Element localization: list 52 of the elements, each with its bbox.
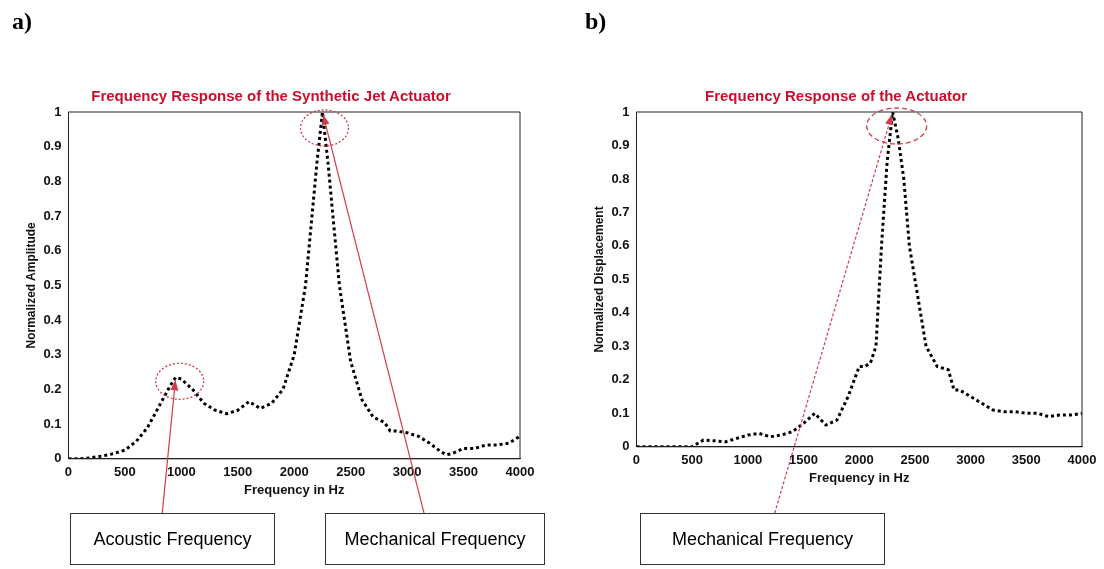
x-tick-label: 3500 [1011, 452, 1041, 468]
x-tick-label: 1000 [733, 452, 763, 468]
line-series [68, 112, 520, 459]
x-tick-label: 2500 [900, 452, 930, 468]
x-tick-label: 4000 [1067, 452, 1097, 468]
y-tick-label: 0.7 [43, 207, 62, 223]
y-tick-label: 1 [54, 103, 62, 119]
x-tick-label: 2000 [844, 452, 874, 468]
y-tick-label: 0.5 [611, 270, 630, 286]
y-axis-title: Normalized Amplitude [23, 221, 38, 349]
y-tick-label: 0.3 [43, 346, 62, 362]
annotation: Mechanical Frequency [325, 513, 545, 565]
x-tick-label: 1500 [223, 464, 253, 480]
x-tick-label: 3500 [449, 464, 479, 480]
annotation: Mechanical Frequency [640, 513, 885, 565]
y-tick-label: 0.1 [611, 404, 630, 420]
y-tick-label: 0.4 [611, 304, 631, 320]
y-tick-label: 0.5 [43, 276, 62, 292]
y-tick-label: 0.1 [43, 415, 62, 431]
text: a) [12, 8, 32, 35]
y-tick-label: 0.7 [611, 204, 630, 220]
y-tick-label: 0.6 [611, 237, 630, 253]
chart-title: Frequency Response of the Synthetic Jet Actuator [91, 87, 451, 105]
y-tick-label: 0 [622, 438, 630, 454]
y-tick-label: 0.3 [611, 337, 630, 353]
y-tick-label: 0.2 [611, 371, 630, 387]
x-tick-label: 0 [64, 464, 73, 480]
x-tick-label: 2500 [336, 464, 366, 480]
x-tick-label: 500 [114, 464, 136, 480]
y-tick-label: 0.4 [43, 311, 63, 327]
y-tick-label: 0.8 [611, 170, 630, 186]
x-tick-label: 2000 [279, 464, 309, 480]
annotation: Acoustic Frequency [70, 513, 275, 565]
text: b) [585, 8, 607, 35]
y-tick-label: 0.2 [43, 381, 62, 397]
x-tick-label: 500 [681, 452, 704, 468]
y-tick-label: 0.9 [611, 137, 630, 153]
y-axis-title: Normalized Displacement [591, 206, 606, 353]
y-tick-label: 0.9 [43, 138, 62, 154]
y-tick-label: 1 [622, 103, 630, 119]
x-axis-title: Frequency in Hz [809, 469, 910, 485]
x-tick-label: 1000 [166, 464, 196, 480]
x-tick-label: 3000 [956, 452, 986, 468]
x-tick-label: 3000 [392, 464, 422, 480]
x-tick-label: 1500 [789, 452, 819, 468]
x-axis-title: Frequency in Hz [244, 481, 345, 497]
x-tick-label: 4000 [505, 464, 535, 480]
y-tick-label: 0.6 [43, 242, 62, 258]
line-series [636, 112, 1082, 447]
x-tick-label: 0 [632, 452, 641, 468]
y-tick-label: 0.8 [43, 172, 62, 188]
chart-title: Frequency Response of the Actuator [705, 87, 968, 105]
